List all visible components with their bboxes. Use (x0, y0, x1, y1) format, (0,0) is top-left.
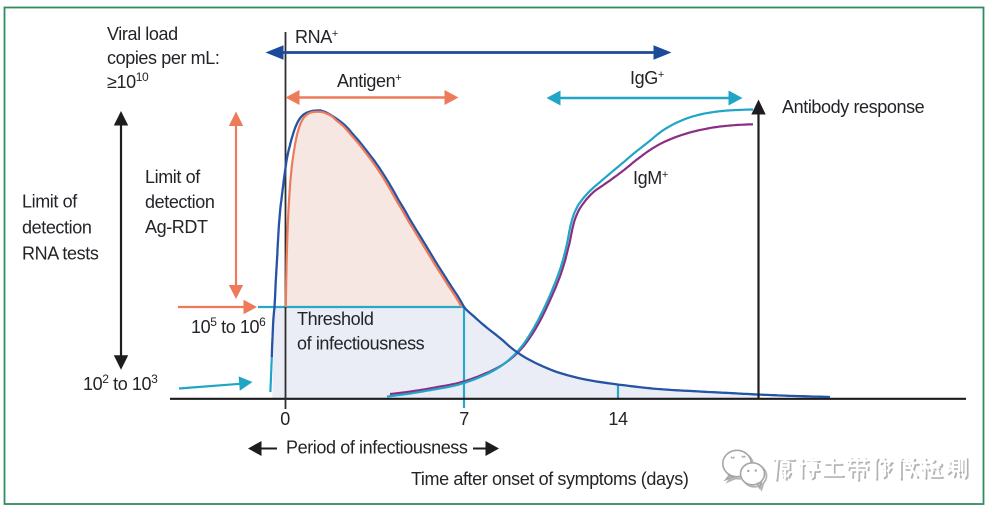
svg-text:RNA+: RNA+ (295, 27, 338, 47)
svg-text:copies per mL:: copies per mL: (107, 48, 219, 68)
svg-text:Ag-RDT: Ag-RDT (145, 217, 208, 237)
svg-text:detection: detection (145, 192, 214, 212)
svg-text:IgG+: IgG+ (630, 68, 664, 88)
svg-text:RNA tests: RNA tests (22, 244, 99, 264)
svg-text:of infectiousness: of infectiousness (297, 334, 425, 354)
svg-text:Threshold: Threshold (297, 309, 373, 329)
svg-text:14: 14 (608, 409, 628, 429)
svg-text:Limit of: Limit of (22, 192, 78, 212)
svg-text:Antibody response: Antibody response (782, 97, 925, 117)
svg-text:Time after onset of symptoms (: Time after onset of symptoms (days) (411, 469, 688, 489)
svg-text:IgM+: IgM+ (633, 168, 668, 188)
svg-text:105 to 106: 105 to 106 (191, 315, 266, 337)
svg-text:Antigen+: Antigen+ (337, 71, 401, 91)
svg-text:Viral load: Viral load (107, 24, 178, 44)
svg-text:102 to 103: 102 to 103 (83, 372, 158, 394)
svg-text:Limit of: Limit of (145, 167, 201, 187)
svg-text:Period of infectiousness: Period of infectiousness (286, 438, 468, 458)
svg-text:7: 7 (459, 409, 469, 429)
svg-text:detection: detection (22, 218, 91, 238)
svg-text:0: 0 (280, 409, 290, 429)
